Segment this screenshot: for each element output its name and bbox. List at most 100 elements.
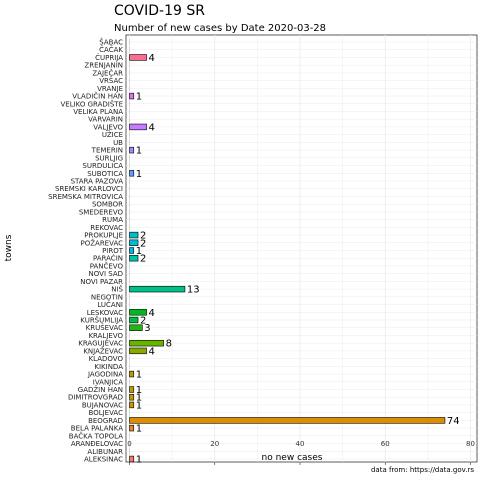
bar — [129, 255, 139, 262]
bar — [129, 417, 446, 424]
bar — [129, 455, 135, 463]
data-label: 13 — [187, 285, 200, 296]
chart-caption: data from: https://data.gov.rs — [371, 466, 474, 474]
category-label: VELIKA PLANA — [73, 108, 123, 116]
category-label: STARA PAZOVA — [71, 178, 124, 186]
bar — [129, 54, 147, 61]
category-label: JAGODINA — [87, 371, 123, 379]
bar — [129, 394, 135, 401]
category-label: BELA PALANKA — [71, 425, 123, 433]
category-label: SREMSKA MITROVICA — [48, 193, 123, 201]
category-label: VELIKO GRADIŠTE — [60, 99, 123, 108]
x-ticks: 0 20 40 60 80 — [127, 440, 475, 465]
category-label: SMEDEREVO — [79, 208, 124, 216]
data-label: 2 — [140, 238, 146, 249]
data-label: 2 — [140, 254, 146, 265]
category-label: SREMSKI KARLOVCI — [55, 185, 123, 193]
data-label: 1 — [136, 393, 142, 404]
category-label: BUJANOVAC — [82, 401, 123, 409]
category-label: VALJEVO — [93, 123, 123, 131]
category-label: NEGOTIN — [91, 293, 123, 301]
category-label: BEOGRAD — [88, 417, 123, 425]
category-label: SURDULICA — [82, 162, 123, 170]
category-label: UŽICE — [102, 130, 123, 139]
data-label: 4 — [149, 53, 155, 64]
category-label: RUMA — [102, 216, 123, 224]
category-label: ZRENJANIN — [84, 62, 123, 70]
data-label: 1 — [136, 169, 142, 180]
category-label: ĆUPRIJA — [95, 53, 123, 62]
bar — [129, 92, 135, 100]
bar — [129, 347, 147, 355]
data-label: 1 — [136, 400, 142, 411]
grid — [126, 35, 477, 462]
category-label: ZAJEČAR — [92, 68, 123, 77]
data-label: 4 — [149, 122, 155, 133]
data-label: 4 — [149, 346, 155, 357]
category-label: KRALJEVO — [88, 332, 123, 340]
category-label: ŠABAC — [99, 38, 123, 47]
category-label: KLADOVO — [89, 355, 124, 363]
chart-title: COVID-19 SR — [114, 3, 205, 19]
category-label: SOMBOR — [92, 201, 123, 209]
category-label: KRUŠEVAC — [86, 323, 123, 332]
category-label: LUČANI — [97, 300, 123, 309]
data-label: 8 — [166, 339, 172, 350]
category-label: ALIBUNAR — [87, 448, 123, 456]
category-label: GADŽIN HAN — [78, 385, 123, 394]
bar — [129, 339, 164, 347]
data-label: 1 — [136, 370, 142, 381]
bar — [129, 123, 147, 131]
data-label: 74 — [447, 416, 460, 427]
bar — [129, 424, 135, 432]
bar — [129, 386, 135, 393]
category-label: UB — [113, 139, 123, 147]
bar — [129, 370, 135, 378]
category-label: SUBOTICA — [87, 170, 123, 178]
category-label: NIŠ — [111, 285, 123, 294]
category-label: ALEKSINAC — [84, 456, 123, 464]
bar — [129, 170, 135, 177]
bar — [129, 146, 135, 154]
category-label: VLADIČIN HAN — [72, 92, 123, 101]
bar — [129, 324, 143, 331]
bar — [129, 309, 147, 316]
data-label: 3 — [144, 323, 150, 334]
bar — [129, 231, 139, 239]
y-axis-label: towns — [4, 234, 14, 261]
category-label: KRAGUJEVAC — [78, 340, 123, 348]
chart-subtitle: Number of new cases by Date 2020-03-28 — [114, 23, 326, 34]
category-label: TEMERIN — [91, 147, 123, 155]
x-tick-label: 60 — [381, 440, 390, 448]
category-label: IVANJICA — [93, 378, 123, 386]
category-label: ARANĐELOVAC — [71, 440, 123, 448]
category-labels: ŠABACČAČAKĆUPRIJAZRENJANINZAJEČARVRŠACVR… — [48, 38, 124, 464]
bar — [129, 285, 186, 293]
data-label: 4 — [149, 308, 155, 319]
bar — [129, 401, 135, 409]
category-label: POŽAREVAC — [81, 238, 124, 247]
category-label: PARAĆIN — [93, 254, 123, 263]
data-label: 1 — [136, 424, 142, 435]
data-label: 1 — [136, 246, 142, 257]
category-label: KIKINDA — [94, 363, 123, 371]
category-label: NOVI SAD — [89, 270, 123, 278]
category-label: NOVI PAZAR — [80, 278, 123, 286]
category-label: PIROT — [102, 247, 124, 255]
x-tick-label: 80 — [466, 440, 475, 448]
data-label: 1 — [136, 455, 142, 466]
category-label: BAČKA TOPOLA — [69, 431, 123, 440]
category-label: PANČEVO — [90, 261, 124, 270]
x-tick-label: 20 — [210, 440, 219, 448]
bar — [129, 316, 139, 324]
bar — [129, 247, 135, 254]
data-label: 2 — [140, 316, 146, 327]
category-label: DIMITROVGRAD — [68, 394, 123, 402]
category-label: VRŠAC — [99, 76, 123, 85]
data-label: 1 — [136, 92, 142, 103]
category-label: KURŠUMLIJA — [80, 316, 123, 325]
data-label: 2 — [140, 231, 146, 242]
x-tick-label: 0 — [127, 440, 131, 448]
category-label: VARVARIN — [88, 116, 123, 124]
